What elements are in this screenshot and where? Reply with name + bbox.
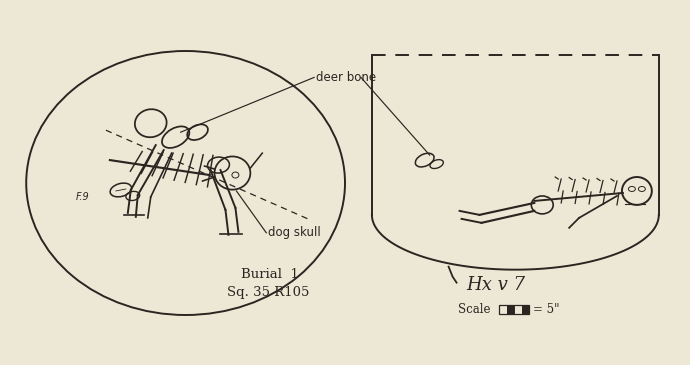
Bar: [500, 304, 529, 315]
Text: Sq. 35 R105: Sq. 35 R105: [227, 286, 310, 299]
Text: Hx v 7: Hx v 7: [466, 276, 526, 293]
Bar: [500, 304, 507, 315]
Bar: [514, 304, 522, 315]
Bar: [522, 304, 529, 315]
Text: Burial  1: Burial 1: [241, 268, 299, 281]
Text: F.9: F.9: [76, 192, 90, 202]
Text: deer bone: deer bone: [316, 71, 376, 84]
Text: Scale: Scale: [457, 303, 490, 316]
Text: = 5": = 5": [533, 303, 560, 316]
Bar: [507, 304, 514, 315]
Text: dog skull: dog skull: [268, 226, 321, 239]
